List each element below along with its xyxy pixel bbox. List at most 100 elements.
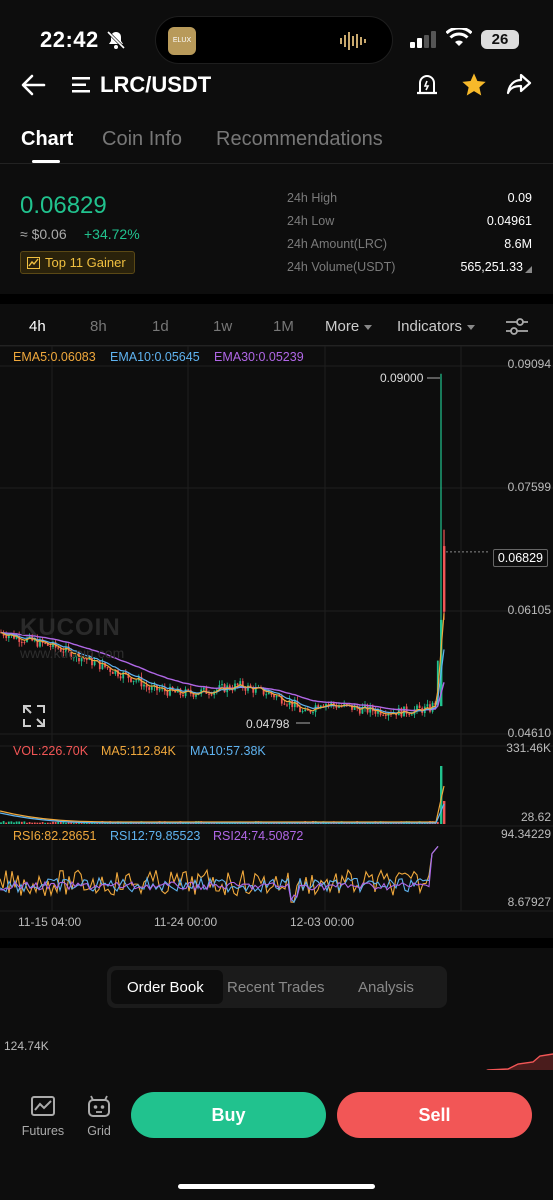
volume-bar bbox=[52, 821, 54, 824]
price-alert-icon[interactable] bbox=[415, 72, 439, 98]
more-intervals-dropdown[interactable]: More bbox=[325, 318, 373, 335]
price-axis-label: 0.06105 bbox=[507, 603, 551, 617]
candle-body bbox=[5, 635, 8, 639]
candle-body bbox=[387, 713, 390, 716]
candle-body bbox=[382, 714, 385, 716]
home-indicator[interactable] bbox=[178, 1184, 375, 1189]
candle-body bbox=[15, 636, 18, 639]
candle-body bbox=[127, 673, 130, 679]
tab-coin-info[interactable]: Coin Info bbox=[102, 128, 183, 150]
rsi12-legend: RSI12:79.85523 bbox=[110, 829, 201, 843]
candle-body bbox=[236, 683, 239, 686]
volume-bar bbox=[26, 822, 28, 824]
candle-body bbox=[332, 702, 335, 706]
candle-body bbox=[416, 705, 418, 710]
volume-bar bbox=[31, 822, 34, 824]
caret-down-icon bbox=[364, 325, 373, 330]
cellular-signal-icon bbox=[410, 31, 436, 48]
interval-1m[interactable]: 1M bbox=[273, 318, 294, 335]
time-axis-label: 11-15 04:00 bbox=[18, 915, 82, 929]
candle-body bbox=[78, 653, 80, 662]
more-label: More bbox=[325, 318, 360, 335]
candle-body bbox=[317, 705, 320, 708]
candle-body bbox=[283, 703, 286, 705]
candle-body bbox=[221, 684, 223, 686]
kline-chart-canvas[interactable] bbox=[0, 346, 553, 938]
interval-4h[interactable]: 4h bbox=[29, 318, 46, 335]
fiat-price: ≈ $0.06 bbox=[20, 226, 67, 242]
interval-8h[interactable]: 8h bbox=[90, 318, 107, 335]
interval-1d[interactable]: 1d bbox=[152, 318, 169, 335]
candle-body bbox=[215, 689, 218, 692]
tab-recommendations[interactable]: Recommendations bbox=[216, 128, 383, 150]
robot-icon bbox=[88, 1095, 110, 1117]
audio-waveform-icon bbox=[340, 32, 366, 50]
buy-button[interactable]: Buy bbox=[131, 1092, 326, 1138]
top-gainer-label: Top 11 Gainer bbox=[45, 255, 126, 270]
candle-body bbox=[301, 711, 304, 713]
top-gainer-badge[interactable]: Top 11 Gainer bbox=[20, 251, 135, 274]
candle-body bbox=[83, 658, 86, 660]
candle-body bbox=[440, 619, 443, 707]
tab-recent-trades[interactable]: Recent Trades bbox=[227, 979, 325, 996]
candle-body bbox=[187, 689, 190, 691]
indicators-label: Indicators bbox=[397, 318, 463, 335]
tab-analysis[interactable]: Analysis bbox=[358, 979, 414, 996]
indicators-dropdown[interactable]: Indicators bbox=[397, 318, 476, 335]
rsi24-legend: RSI24:74.50872 bbox=[213, 829, 304, 843]
time-axis-label: 12-03 00:00 bbox=[290, 915, 355, 929]
volume-bar bbox=[18, 821, 21, 824]
candle-body bbox=[210, 694, 213, 696]
interval-bar: 4h 8h 1d 1w 1M More Indicators bbox=[0, 306, 553, 346]
pair-title[interactable]: LRC/USDT bbox=[100, 72, 212, 97]
candle-body bbox=[192, 693, 195, 697]
stat-value-24h-amount: 8.6M bbox=[504, 237, 532, 251]
candle-body bbox=[304, 709, 307, 712]
back-arrow-icon[interactable] bbox=[20, 73, 46, 97]
volume-bar bbox=[15, 821, 18, 824]
silent-bell-icon bbox=[106, 30, 126, 50]
share-icon[interactable] bbox=[506, 72, 532, 96]
candle-body bbox=[46, 643, 49, 646]
order-panel-switch: Order Book Recent Trades Analysis bbox=[107, 966, 447, 1008]
sell-button[interactable]: Sell bbox=[337, 1092, 532, 1138]
candle-body bbox=[429, 704, 431, 712]
candle-body bbox=[202, 687, 205, 690]
volume-bar bbox=[10, 821, 13, 824]
candle-body bbox=[65, 646, 67, 653]
volume-bar bbox=[70, 822, 73, 824]
tab-chart[interactable]: Chart bbox=[21, 128, 74, 150]
tab-order-book[interactable]: Order Book bbox=[127, 979, 204, 996]
candle-body bbox=[306, 709, 309, 711]
dynamic-island[interactable]: ELUX bbox=[155, 16, 393, 64]
ema30-legend: EMA30:0.05239 bbox=[214, 350, 304, 364]
price-axis-label: 0.09094 bbox=[507, 357, 551, 371]
candle-body bbox=[135, 680, 138, 682]
vol-ma5-legend: MA5:112.84K bbox=[101, 744, 176, 758]
price-axis-label: 0.07599 bbox=[507, 480, 551, 494]
high-price-marker: 0.09000 bbox=[380, 371, 424, 385]
candle-body bbox=[143, 684, 145, 687]
candle-body bbox=[244, 687, 247, 691]
candle-body bbox=[124, 672, 127, 674]
candle-body bbox=[239, 681, 242, 686]
candle-body bbox=[319, 705, 322, 708]
candle-body bbox=[117, 670, 119, 677]
volume-bar bbox=[436, 821, 439, 824]
candle-body bbox=[280, 695, 283, 704]
candle-body bbox=[75, 653, 78, 658]
candle-body bbox=[114, 670, 117, 674]
stat-value-24h-volume: 565,251.33 bbox=[460, 260, 523, 274]
candle-body bbox=[109, 668, 112, 672]
pair-menu-icon[interactable] bbox=[72, 75, 92, 95]
interval-1w[interactable]: 1w bbox=[213, 318, 233, 335]
kline-chart[interactable]: EMA5:0.06083 EMA10:0.05645 EMA30:0.05239… bbox=[0, 346, 553, 938]
candle-body bbox=[338, 706, 340, 708]
vol-axis-label: 331.46K bbox=[506, 741, 551, 755]
grid-bot-button[interactable]: Grid bbox=[80, 1095, 118, 1138]
section-divider bbox=[0, 294, 553, 304]
futures-button[interactable]: Futures bbox=[18, 1095, 68, 1138]
favorite-star-icon[interactable] bbox=[460, 71, 488, 99]
fullscreen-icon[interactable] bbox=[22, 704, 46, 728]
chart-settings-icon[interactable] bbox=[505, 317, 529, 337]
